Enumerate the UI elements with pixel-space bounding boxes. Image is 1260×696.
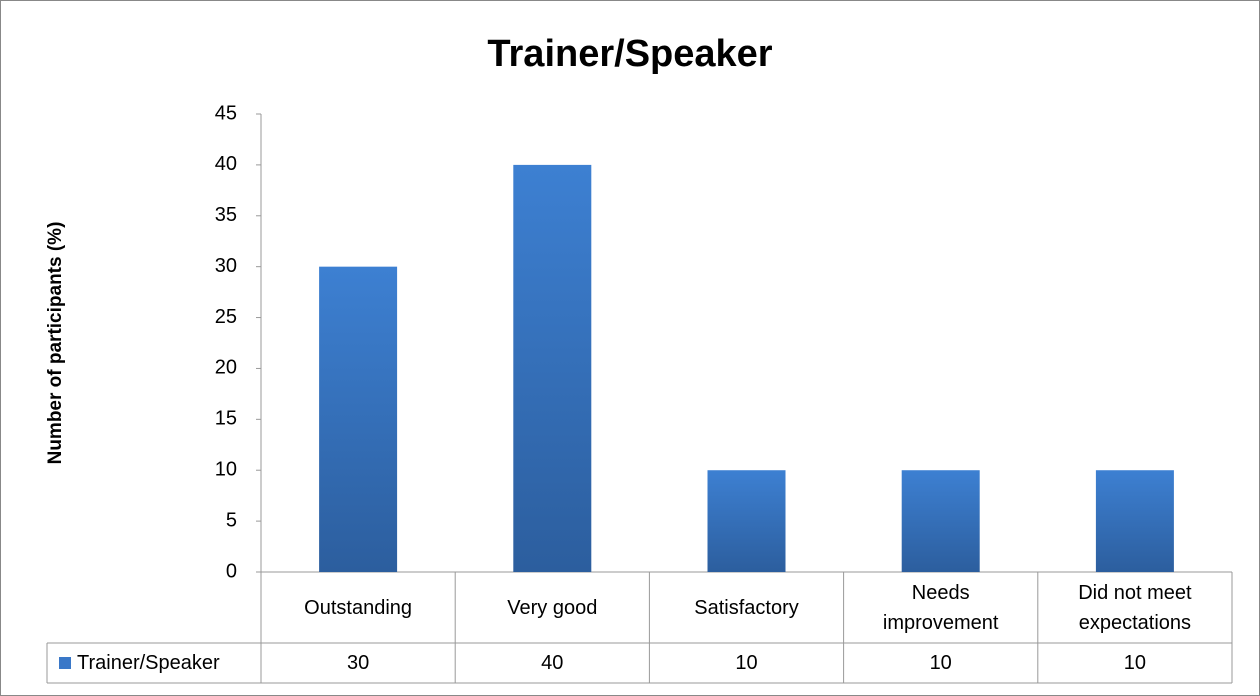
y-tick-label: 35 bbox=[215, 204, 237, 226]
y-tick-label: 25 bbox=[215, 306, 237, 328]
category-label: Satisfactory bbox=[694, 596, 799, 619]
table-value: 30 bbox=[346, 652, 370, 674]
table-value: 10 bbox=[735, 652, 758, 674]
y-tick-label: 45 bbox=[215, 102, 237, 124]
legend-swatch bbox=[59, 657, 71, 669]
y-tick-label: 10 bbox=[215, 459, 237, 481]
y-tick-label: 5 bbox=[226, 509, 237, 531]
bar bbox=[1095, 470, 1174, 572]
category-label: Needs improvement bbox=[882, 581, 999, 634]
y-tick-label: 15 bbox=[215, 408, 237, 430]
y-tick-label: 0 bbox=[226, 560, 237, 582]
category-label: Did not meet expectations bbox=[1078, 581, 1192, 634]
table-value: 40 bbox=[541, 652, 564, 674]
y-tick-label: 30 bbox=[215, 255, 237, 277]
y-tick-label: 20 bbox=[215, 357, 237, 379]
y-axis-label: Number of participants (%) bbox=[45, 222, 66, 465]
table-value: 10 bbox=[1123, 652, 1147, 674]
bar bbox=[901, 470, 980, 572]
chart-title: Trainer/Speaker bbox=[487, 33, 772, 75]
bar bbox=[513, 164, 592, 572]
y-tick-label: 40 bbox=[215, 153, 237, 175]
bar bbox=[319, 266, 398, 572]
category-label: Outstanding bbox=[304, 596, 413, 619]
category-label: Very good bbox=[507, 596, 598, 619]
bar bbox=[707, 470, 786, 572]
legend-label: Trainer/Speaker bbox=[77, 652, 220, 674]
table-value: 10 bbox=[929, 652, 952, 674]
